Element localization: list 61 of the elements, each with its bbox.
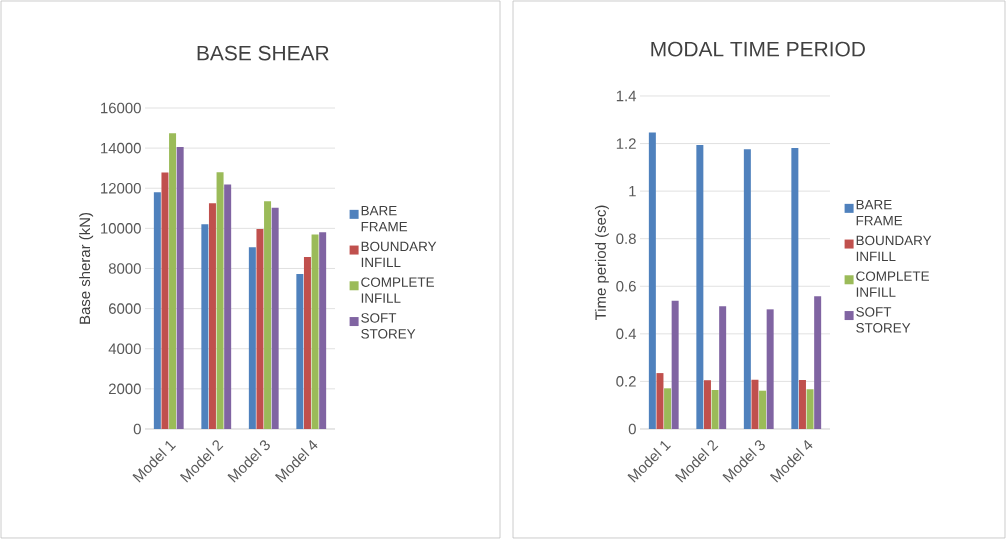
bar	[711, 389, 719, 429]
bar	[791, 148, 799, 429]
bar	[743, 149, 751, 429]
legend-label: SOFT STOREY	[856, 307, 911, 333]
bar	[303, 257, 311, 429]
y-tick-label: 0	[628, 423, 636, 435]
y-tick-label: 0.6	[616, 280, 636, 292]
bar	[256, 228, 264, 429]
bar	[751, 379, 759, 429]
bar	[264, 201, 272, 429]
bar	[224, 184, 232, 429]
y-tick-label: 0.2	[616, 376, 636, 387]
y-tick-label: 8000	[108, 263, 141, 274]
legend-label: SOFT STOREY	[361, 313, 416, 339]
bar	[656, 373, 664, 429]
bar	[161, 172, 169, 429]
legend-label: COMPLETE INFILL	[856, 271, 929, 297]
bar	[703, 380, 711, 429]
bar	[201, 224, 209, 429]
legend-label: BOUNDARY INFILL	[856, 235, 932, 262]
bar	[766, 309, 774, 429]
bar	[176, 146, 184, 429]
legend-label: BARE FRAME	[856, 200, 903, 226]
bar	[169, 133, 177, 429]
y-tick-label: 6000	[109, 303, 141, 314]
legend-label: BOUNDARY INFILL	[361, 241, 437, 268]
y-tick-label: 2000	[109, 383, 141, 395]
chart-title: MODAL TIME PERIOD	[651, 41, 865, 57]
bar	[798, 379, 806, 429]
bar	[671, 300, 679, 429]
bar	[311, 234, 319, 429]
y-axis-title: Time period (sec)	[594, 205, 609, 321]
bar	[648, 132, 656, 429]
bar	[248, 247, 256, 429]
y-tick-label: 0	[133, 423, 141, 435]
bar	[664, 388, 672, 429]
y-tick-label: 1.2	[616, 138, 636, 149]
bar	[271, 207, 279, 429]
legend-label: BARE FRAME	[361, 206, 408, 232]
y-tick-label: 1	[629, 185, 636, 197]
y-tick-label: 14000	[101, 142, 141, 154]
y-axis-title: Base sherar (kN)	[79, 212, 94, 324]
bar	[696, 144, 704, 429]
bar	[208, 203, 216, 429]
bar	[319, 232, 327, 429]
legend-label: COMPLETE INFILL	[361, 277, 434, 303]
bar	[153, 192, 161, 429]
y-tick-label: 16000	[101, 102, 141, 114]
bar	[719, 306, 727, 429]
y-tick-label: 1.4	[616, 90, 637, 102]
y-tick-label: 12000	[101, 182, 141, 194]
y-tick-label: 0.8	[616, 233, 636, 244]
chart-title: BASE SHEAR	[197, 45, 329, 61]
y-tick-label: 0.4	[616, 328, 637, 340]
bar	[216, 172, 224, 429]
bar	[806, 389, 814, 429]
bar	[296, 273, 304, 429]
bar	[759, 390, 767, 429]
y-tick-label: 4000	[108, 343, 141, 355]
y-tick-label: 10000	[101, 223, 141, 234]
bar	[814, 296, 822, 429]
